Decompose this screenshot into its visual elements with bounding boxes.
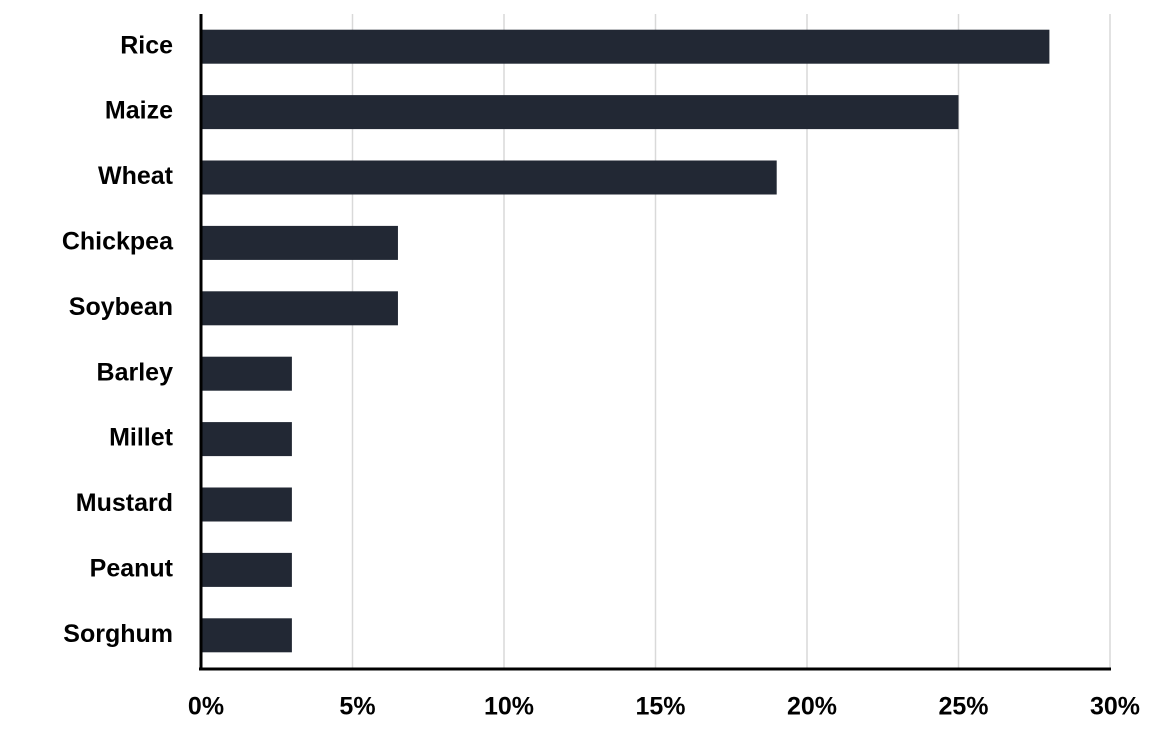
bar <box>201 95 959 130</box>
x-tick-label: 10% <box>484 693 534 721</box>
label-layer: 0% 5% 10% 15% 20% 25% 30% Rice Maize Wheat Chickpe… <box>62 31 1140 720</box>
x-tick-label: 0% <box>188 693 224 721</box>
y-tick-label: Sorghum <box>63 620 173 648</box>
bar-layer <box>201 29 1050 653</box>
bar <box>201 225 398 260</box>
y-tick-label: Peanut <box>90 555 174 583</box>
bar <box>201 552 292 587</box>
y-tick-label: Soybean <box>69 293 173 321</box>
bar <box>201 487 292 522</box>
x-tick-label: 5% <box>339 693 375 721</box>
y-tick-label: Mustard <box>76 489 173 517</box>
x-tick-label: 15% <box>635 693 685 721</box>
y-tick-label: Maize <box>105 97 173 125</box>
bar <box>201 291 398 326</box>
y-tick-label: Millet <box>109 424 174 452</box>
bar <box>201 29 1050 64</box>
bar <box>201 422 292 457</box>
bar <box>201 160 777 195</box>
bar <box>201 618 292 653</box>
x-tick-label: 25% <box>938 693 988 721</box>
y-tick-label: Wheat <box>98 162 174 190</box>
bar <box>201 356 292 391</box>
y-tick-label: Chickpea <box>62 228 174 256</box>
x-tick-label: 20% <box>787 693 837 721</box>
y-tick-label: Barley <box>97 358 174 386</box>
x-tick-label: 30% <box>1090 693 1140 721</box>
y-tick-label: Rice <box>120 31 173 59</box>
